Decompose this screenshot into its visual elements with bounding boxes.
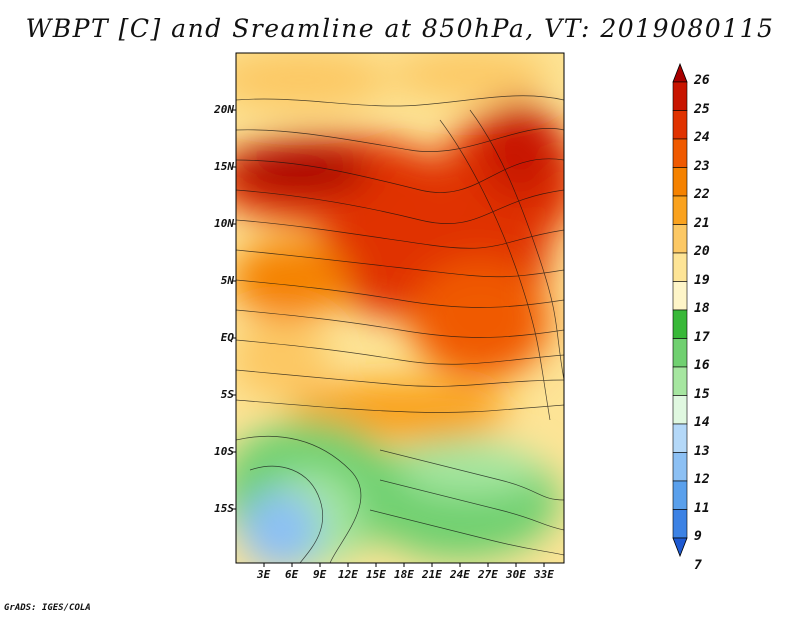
- colorbar-label: 21: [694, 215, 710, 231]
- lat-ticks: [232, 109, 236, 510]
- lon-label-30e: 30E: [506, 568, 526, 581]
- lon-label-15e: 15E: [366, 568, 386, 581]
- colorbar-label: 23: [694, 158, 710, 174]
- streamlines: [236, 95, 564, 563]
- colorbar-label: 9: [694, 529, 702, 544]
- lat-label-eq: EQ: [220, 331, 234, 344]
- colorbar-label: 20: [694, 244, 710, 259]
- colorbar-segment: [672, 195, 688, 225]
- colorbar-segment: [672, 509, 688, 539]
- colorbar-segment: [672, 167, 688, 197]
- colorbar-label: 15: [694, 386, 710, 402]
- colorbar-segment: [672, 395, 688, 425]
- colorbar-segment: [672, 338, 688, 368]
- lat-label-15s: 15S: [214, 502, 234, 515]
- colorbar-segment: [672, 252, 688, 282]
- lat-label-15n: 15N: [214, 160, 234, 173]
- colorbar-top-arrow: [672, 62, 688, 83]
- colorbar-segment: [672, 423, 688, 453]
- colorbar-label: 19: [694, 272, 710, 288]
- colorbar-label: 16: [694, 358, 710, 373]
- lat-label-20n: 20N: [214, 103, 234, 116]
- lat-label-5n: 5N: [220, 274, 234, 287]
- lon-label-9e: 9E: [313, 568, 327, 581]
- colorbar-label: 26: [694, 73, 710, 88]
- colorbar-label: 13: [694, 443, 710, 459]
- lon-label-27e: 27E: [478, 568, 498, 581]
- grads-credit: GrADS: IGES/COLA: [4, 603, 91, 613]
- colorbar-segment: [672, 224, 688, 254]
- lat-label-10s: 10S: [214, 445, 234, 458]
- colorbar-segment: [672, 309, 688, 339]
- lon-ticks: [263, 563, 545, 567]
- colorbar-segment: [672, 366, 688, 396]
- lon-label-24e: 24E: [450, 568, 470, 581]
- chart-title: WBPT [C] and Sreamline at 850hPa, VT: 20…: [25, 14, 775, 43]
- colorbar-segment: [672, 281, 688, 311]
- colorbar-segment: [672, 110, 688, 140]
- colorbar-label: 7: [694, 557, 702, 573]
- colorbar-segment: [672, 480, 688, 510]
- lat-label-10n: 10N: [214, 217, 234, 230]
- lon-label-18e: 18E: [394, 568, 414, 581]
- wbpt-shaded-field: [236, 53, 564, 563]
- colorbar-label: 25: [694, 101, 710, 117]
- colorbar-label: 17: [694, 329, 710, 345]
- colorbar-label: 18: [694, 301, 710, 316]
- colorbar-segment: [672, 452, 688, 482]
- colorbar-segment: [672, 138, 688, 168]
- colorbar-segment: [672, 81, 688, 111]
- lon-label-6e: 6E: [285, 568, 299, 581]
- lat-label-5s: 5S: [220, 388, 234, 401]
- colorbar-label: 11: [694, 500, 710, 516]
- colorbar-label: 22: [694, 187, 710, 202]
- lon-label-21e: 21E: [422, 568, 442, 581]
- colorbar: [672, 62, 688, 558]
- colorbar-label: 12: [694, 472, 710, 487]
- colorbar-label: 14: [694, 415, 710, 430]
- lon-label-33e: 33E: [534, 568, 554, 581]
- map-frame: [235, 52, 565, 564]
- colorbar-label: 24: [694, 130, 710, 145]
- lon-label-12e: 12E: [338, 568, 358, 581]
- colorbar-bottom-arrow: [672, 537, 688, 558]
- lon-label-3e: 3E: [257, 568, 271, 581]
